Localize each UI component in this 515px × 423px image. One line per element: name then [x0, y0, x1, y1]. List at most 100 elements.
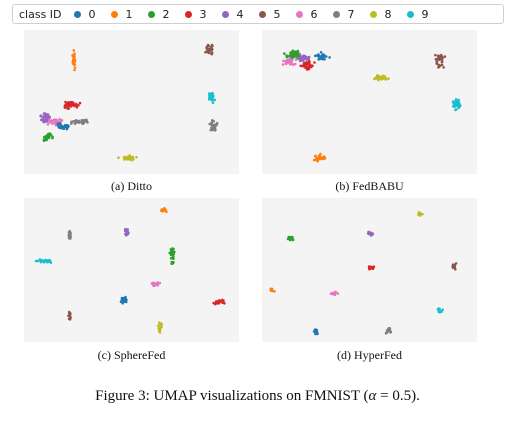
embedding-point [48, 119, 51, 122]
embedding-point [442, 66, 445, 69]
cluster-class-9 [35, 258, 52, 264]
embedding-point [68, 318, 71, 321]
embedding-point [43, 136, 46, 139]
embedding-point [130, 156, 133, 159]
embedding-point [305, 65, 308, 68]
embedding-point [452, 100, 455, 103]
embedding-point [66, 128, 69, 131]
embedding-point [70, 121, 73, 124]
embedding-point [171, 251, 174, 254]
legend-dot-icon [222, 11, 229, 18]
cluster-class-3 [212, 299, 225, 306]
embedding-point [57, 124, 60, 127]
legend-dot-icon [259, 11, 266, 18]
embedding-point [323, 155, 326, 158]
embedding-point [317, 53, 320, 56]
embedding-point [370, 232, 373, 235]
embedding-point [298, 53, 301, 56]
cluster-class-0 [57, 122, 70, 130]
embedding-point [454, 265, 457, 268]
figure-caption-equals: = 0.5 [376, 388, 411, 404]
embedding-point [79, 102, 82, 105]
legend-label: 6 [311, 8, 318, 21]
embedding-point [67, 102, 70, 105]
embedding-point [456, 101, 459, 104]
legend-item-0: 0 [74, 8, 96, 21]
umap-panel-fedbabu [262, 30, 477, 174]
embedding-point [117, 156, 120, 159]
cluster-class-8 [117, 154, 138, 161]
embedding-point [454, 109, 457, 112]
embedding-point [216, 123, 219, 126]
panel-caption-d: (d) HyperFed [262, 348, 477, 363]
embedding-point [440, 56, 443, 59]
embedding-point [72, 54, 75, 57]
embedding-point [46, 135, 49, 138]
cluster-class-8 [373, 74, 390, 81]
embedding-point [314, 155, 317, 158]
embedding-point [40, 114, 43, 117]
embedding-point [307, 57, 310, 60]
legend-label: 8 [385, 8, 392, 21]
embedding-point [286, 56, 289, 59]
embedding-point [304, 56, 307, 59]
embedding-point [308, 65, 311, 68]
legend-item-6: 6 [296, 8, 318, 21]
embedding-point [454, 268, 457, 271]
embedding-point [53, 120, 56, 123]
legend-item-1: 1 [111, 8, 133, 21]
embedding-point [214, 128, 217, 131]
embedding-point [212, 102, 215, 105]
cluster-class-3 [64, 101, 82, 110]
cluster-class-2 [287, 236, 295, 242]
legend-label: 4 [237, 8, 244, 21]
cluster-class-7 [385, 327, 392, 335]
legend-dot-icon [407, 11, 414, 18]
embedding-point [73, 57, 76, 60]
cluster-class-0 [120, 296, 128, 305]
cluster-class-2 [168, 247, 175, 265]
embedding-point [73, 49, 76, 52]
embedding-point [45, 260, 48, 263]
embedding-point [211, 99, 214, 102]
legend-label: 2 [163, 8, 170, 21]
embedding-point [438, 66, 441, 69]
embedding-point [214, 99, 217, 102]
embedding-point [285, 59, 288, 62]
embedding-point [47, 123, 50, 126]
embedding-point [40, 259, 43, 262]
cluster-class-5 [434, 54, 446, 69]
embedding-point [135, 156, 138, 159]
embedding-point [45, 117, 48, 120]
cluster-class-5 [67, 311, 72, 321]
embedding-point [323, 158, 326, 161]
legend: class ID 0 1 2 3 4 5 6 7 8 9 [12, 4, 504, 24]
embedding-point [60, 127, 63, 130]
embedding-point [328, 56, 331, 59]
embedding-point [319, 56, 322, 59]
embedding-point [317, 58, 320, 61]
legend-item-4: 4 [222, 8, 244, 21]
embedding-point [384, 78, 387, 81]
embedding-point [282, 63, 285, 66]
embedding-point [337, 292, 340, 295]
embedding-point [207, 44, 210, 47]
embedding-point [51, 137, 54, 140]
embedding-point [373, 78, 376, 81]
embedding-point [454, 105, 457, 108]
embedding-point [123, 158, 126, 161]
legend-dot-icon [370, 11, 377, 18]
legend-dot-icon [185, 11, 192, 18]
embedding-point [308, 67, 311, 70]
embedding-point [58, 118, 61, 121]
embedding-point [313, 159, 316, 162]
embedding-point [43, 120, 46, 123]
legend-dot-icon [148, 11, 155, 18]
embedding-point [69, 314, 72, 317]
embedding-point [441, 60, 444, 63]
embedding-point [283, 52, 286, 55]
embedding-point [44, 112, 47, 115]
embedding-point [159, 327, 162, 330]
embedding-point [295, 58, 298, 61]
embedding-point [221, 301, 224, 304]
